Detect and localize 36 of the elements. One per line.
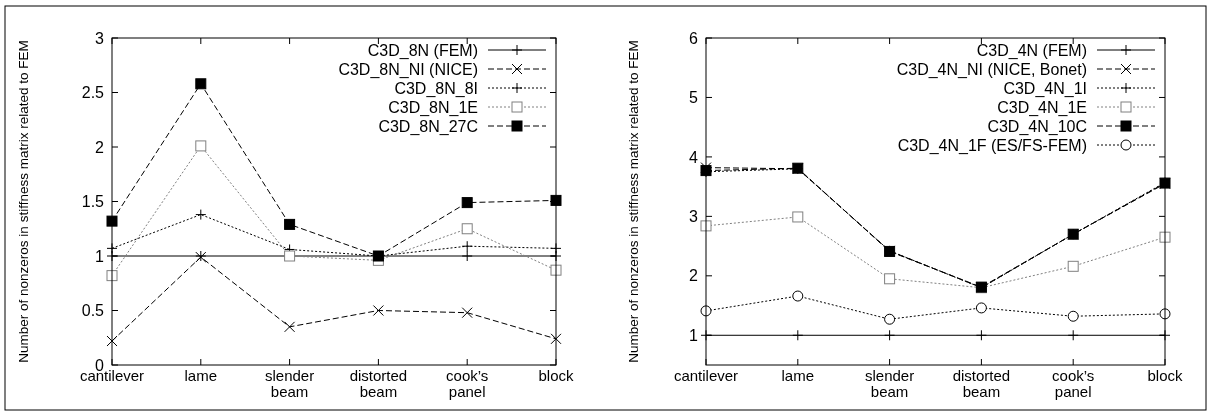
- y-tick-label: 2: [95, 138, 105, 156]
- y-tick-label: 6: [689, 29, 699, 47]
- x-tick-label: distorted beam: [952, 367, 1011, 400]
- y-tick-label: 3: [95, 29, 105, 47]
- x-tick-label: lame: [184, 367, 218, 384]
- legend-label: C3D_4N_10C: [987, 117, 1087, 136]
- legend-label: C3D_4N_1I: [1003, 79, 1087, 98]
- legend-label: C3D_8N_8I: [394, 79, 478, 98]
- y-tick-label: 2.5: [81, 84, 105, 102]
- x-tick-label: slender beam: [265, 367, 315, 400]
- x-tick-label: distorted beam: [349, 367, 408, 400]
- y-tick-label: 1.5: [81, 193, 105, 211]
- legend-label: C3D_4N_1F (ES/FS-FEM): [897, 136, 1087, 155]
- x-tick-label: lame: [781, 367, 815, 384]
- y-tick-label: 1: [689, 326, 699, 344]
- x-tick-label: block: [1147, 367, 1183, 384]
- y-tick-label: 2: [689, 267, 699, 285]
- legend-label: C3D_8N (FEM): [367, 41, 478, 60]
- legend-label: C3D_4N_NI (NICE, Bonet): [896, 60, 1087, 79]
- legend-label: C3D_8N_NI (NICE): [338, 60, 478, 79]
- y-tick-label: 5: [689, 89, 699, 107]
- legend-label: C3D_4N_1E: [997, 98, 1087, 117]
- y-tick-label: 1: [95, 247, 105, 265]
- y-tick-label: 3: [689, 207, 699, 225]
- x-tick-label: cook’s panel: [1052, 367, 1095, 400]
- legend-label: C3D_4N (FEM): [976, 41, 1087, 60]
- x-tick-label: block: [538, 367, 574, 384]
- y-tick-label: 4: [689, 148, 699, 166]
- x-tick-label: cantilever: [673, 367, 739, 384]
- legend-label: C3D_8N_1E: [388, 98, 478, 117]
- y-axis-title: Number of nonzeros in stiffness matrix related to FEM: [626, 40, 641, 363]
- x-tick-label: slender beam: [865, 367, 915, 400]
- legend-label: C3D_8N_27C: [378, 117, 478, 136]
- y-tick-label: 0.5: [81, 302, 105, 320]
- x-tick-label: cook’s panel: [446, 367, 489, 400]
- y-axis-title: Number of nonzeros in stiffness matrix related to FEM: [16, 40, 31, 363]
